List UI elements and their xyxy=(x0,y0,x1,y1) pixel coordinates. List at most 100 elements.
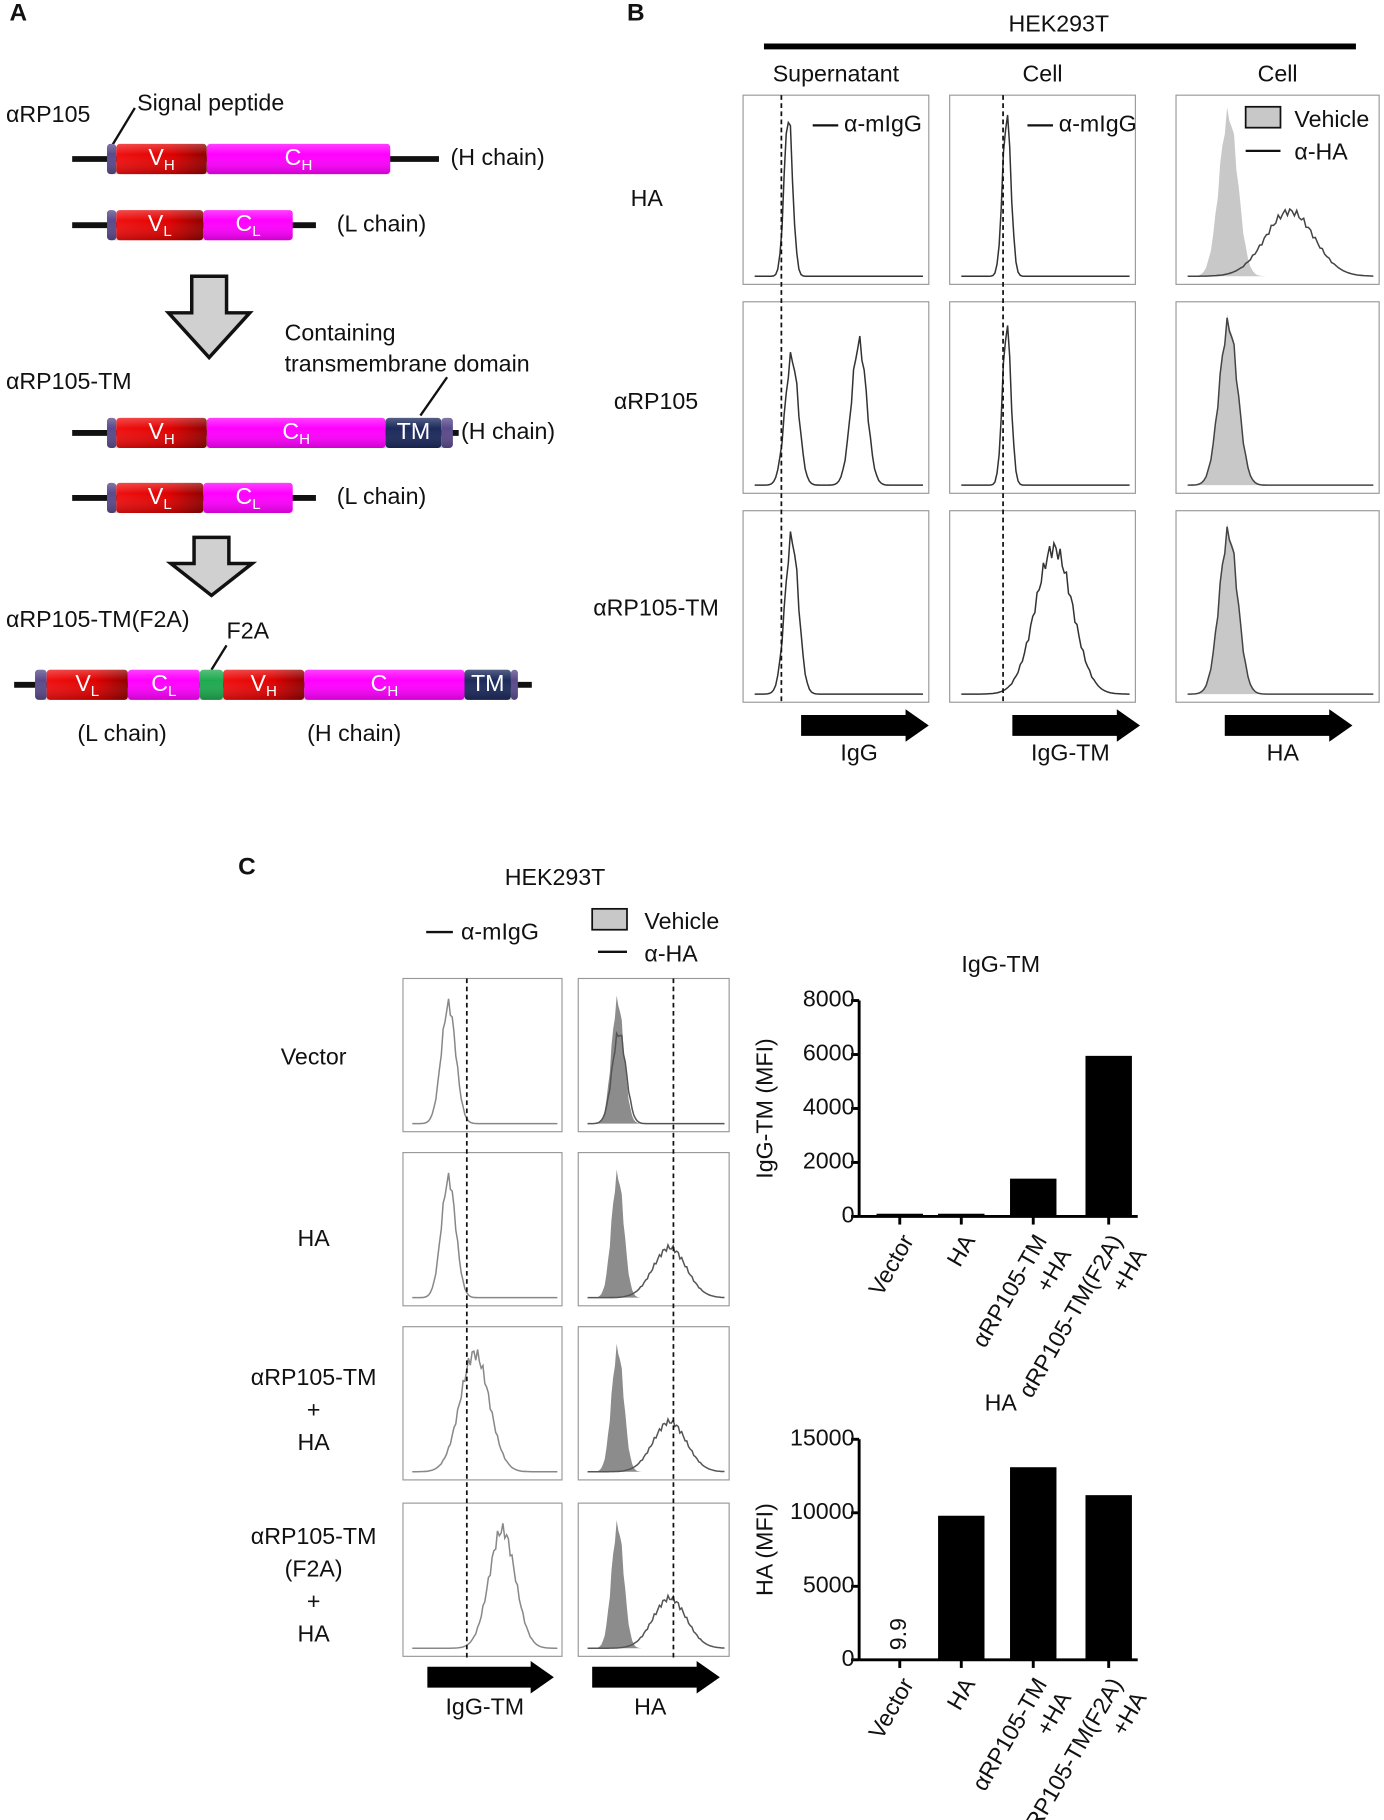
y-tick-label: 10000 xyxy=(790,1498,855,1524)
bar xyxy=(938,1213,985,1217)
label: HA xyxy=(631,185,664,211)
label: α-HA xyxy=(1294,138,1348,164)
label: αRP105-TM xyxy=(6,368,132,394)
y-tick-label: 6000 xyxy=(803,1040,855,1066)
plot-frame xyxy=(1175,94,1380,285)
segment-label: CL xyxy=(151,670,176,700)
plot-frame xyxy=(402,977,563,1133)
segment-name: V xyxy=(148,210,164,236)
shading xyxy=(107,210,293,241)
segment-label: CL xyxy=(235,483,260,513)
label: HA xyxy=(297,1225,330,1251)
value-label: 9.9 xyxy=(885,1618,911,1650)
histogram-line xyxy=(754,531,923,695)
segment-name: TM xyxy=(397,418,431,444)
bar xyxy=(876,1213,923,1217)
segment-name: V xyxy=(148,418,164,444)
histogram-line xyxy=(754,335,923,486)
histogram-line xyxy=(412,1349,558,1473)
pointer xyxy=(419,376,449,417)
y-tick-label: 0 xyxy=(842,1202,855,1228)
segment-name: C xyxy=(235,210,252,236)
histogram-fill xyxy=(587,1343,725,1472)
label: (L chain) xyxy=(337,210,426,236)
segment-subscript: L xyxy=(163,223,171,240)
label: A xyxy=(10,0,28,26)
label: αRP105-TM (F2A) + HA xyxy=(251,1523,377,1647)
segment-subscript: H xyxy=(164,431,175,448)
label: F2A xyxy=(227,618,270,644)
x-tick-label: HA xyxy=(942,1673,981,1714)
label: IgG-TM xyxy=(1031,740,1110,766)
histogram-line xyxy=(587,1593,725,1649)
segment-label: CH xyxy=(282,418,310,448)
x-tick-label: Vector xyxy=(863,1230,919,1300)
plot-frame xyxy=(577,1502,730,1657)
segment-subscript: H xyxy=(299,431,310,448)
segment-name: V xyxy=(148,483,164,509)
shading xyxy=(107,143,391,175)
segment-name: C xyxy=(371,670,388,696)
label: α-HA xyxy=(644,940,698,966)
segment-name: C xyxy=(151,670,168,696)
plot-frame xyxy=(949,94,1136,285)
histogram-line xyxy=(587,1416,725,1473)
bar xyxy=(1085,1055,1132,1217)
label: IgG-TM xyxy=(445,1694,524,1720)
block-arrow xyxy=(165,535,258,598)
segment-label: VH xyxy=(251,670,277,700)
segment-label: VL xyxy=(75,670,99,700)
label: αRP105 xyxy=(614,388,698,414)
label: Supernatant xyxy=(773,61,900,87)
label: HA xyxy=(1267,740,1300,766)
segment-label: TM xyxy=(397,418,431,444)
segment-subscript: L xyxy=(163,496,171,513)
histogram-line xyxy=(587,1242,725,1299)
label: α-mIgG xyxy=(461,918,539,944)
label: HA xyxy=(985,1390,1018,1416)
histogram-line xyxy=(1187,526,1374,695)
segment-name: TM xyxy=(471,670,505,696)
segment-label: VH xyxy=(148,144,174,174)
segment-subscript: L xyxy=(168,683,176,700)
histogram-line xyxy=(961,114,1130,278)
segment-label: CL xyxy=(235,210,260,240)
segment-label: CH xyxy=(285,144,313,174)
label: IgG-TM xyxy=(961,951,1040,977)
segment-label: VL xyxy=(148,210,172,240)
segment-subscript: H xyxy=(301,157,312,174)
axis-arrow xyxy=(427,1660,554,1694)
shading xyxy=(35,669,518,700)
label: IgG xyxy=(840,740,877,766)
y-tick-label: 2000 xyxy=(803,1148,855,1174)
label: Signal peptide xyxy=(137,90,284,116)
label: (H chain) xyxy=(451,144,545,170)
histogram-fill xyxy=(587,1520,725,1649)
histogram-fill xyxy=(1187,314,1374,486)
segment-subscript: L xyxy=(252,496,260,513)
plot-frame xyxy=(1175,301,1380,494)
histogram-fill xyxy=(1187,523,1374,695)
label: αRP105-TM xyxy=(593,595,719,621)
label: (H chain) xyxy=(461,418,555,444)
label: Vehicle xyxy=(644,908,719,934)
segment-subscript: L xyxy=(252,223,260,240)
shading xyxy=(107,482,293,514)
label: α-mIgG xyxy=(1059,110,1137,136)
plot-frame xyxy=(402,1502,563,1657)
histogram-fill xyxy=(587,1169,725,1298)
segment-subscript: L xyxy=(91,683,99,700)
y-tick-label: 15000 xyxy=(790,1424,855,1450)
block-arrow xyxy=(164,274,254,361)
shading xyxy=(107,417,453,449)
segment-label: TM xyxy=(471,670,505,696)
label: HA xyxy=(634,1694,667,1720)
plot-frame xyxy=(577,1326,730,1481)
histogram-fill xyxy=(587,995,725,1124)
bar xyxy=(1085,1495,1132,1660)
label: HEK293T xyxy=(1008,11,1109,37)
legend-swatch xyxy=(1244,105,1282,129)
plot-frame xyxy=(949,510,1136,703)
plot-frame xyxy=(577,977,730,1133)
